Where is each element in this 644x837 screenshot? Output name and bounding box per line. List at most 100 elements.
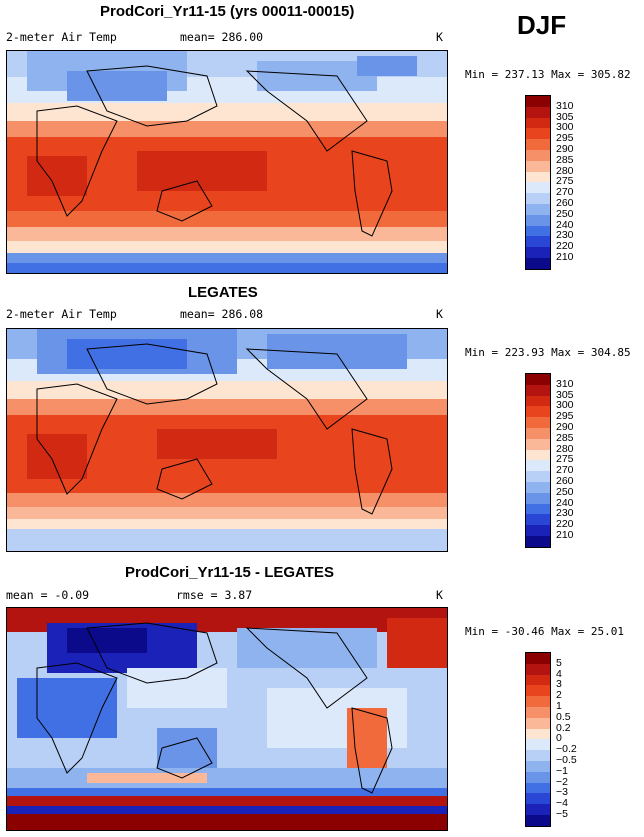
colorbar-tick-label: 270 <box>556 186 574 199</box>
colorbar-tick-label: 230 <box>556 507 574 520</box>
colorbar-tick-label: 210 <box>556 529 574 541</box>
colorbar-cell <box>526 760 550 772</box>
colorbar-cell <box>526 139 550 150</box>
colorbar-tick-label: 230 <box>556 229 574 242</box>
colorbar-cell <box>526 460 550 472</box>
colorbar-tick-label: 240 <box>556 496 574 509</box>
colorbar-tick-label: −0.5 <box>556 754 577 766</box>
colorbar-tick-label: −3 <box>556 786 568 799</box>
panel3-unit-label: K <box>436 588 443 602</box>
colorbar-cell <box>526 406 550 418</box>
panel1-unit-label: K <box>436 30 443 44</box>
colorbar-tick-label: 290 <box>556 143 574 155</box>
colorbar-tick-label: 3 <box>556 678 562 691</box>
colorbar-tick-label: 0.2 <box>556 721 571 734</box>
colorbar-tick-label: 0.5 <box>556 710 571 723</box>
colorbar-tick-label: 220 <box>556 518 574 531</box>
colorbar-cell <box>526 427 550 439</box>
panel2-minmax: Min = 223.93 Max = 304.85 <box>465 346 631 359</box>
colorbar-tick-label: 4 <box>556 667 562 680</box>
colorbar-tick-label: 0 <box>556 732 562 745</box>
colorbar-cell <box>526 535 550 547</box>
colorbar-cell <box>526 374 550 385</box>
colorbar-cell <box>526 525 550 536</box>
colorbar-tick-label: 275 <box>556 453 574 466</box>
colorbar-cell <box>526 149 550 161</box>
colorbar-tick-label: 260 <box>556 475 574 487</box>
colorbar-cell <box>526 214 550 226</box>
colorbar-tick-label: 220 <box>556 240 574 253</box>
colorbar-cell <box>526 395 550 407</box>
colorbar-cell <box>526 257 550 269</box>
colorbar-cell <box>526 171 550 183</box>
colorbar-tick-label: 250 <box>556 485 574 498</box>
colorbar-cell <box>526 674 550 686</box>
colorbar-cell <box>526 804 550 815</box>
colorbar-cell <box>526 771 550 783</box>
colorbar-cell <box>526 193 550 204</box>
colorbar-cell <box>526 384 550 396</box>
panel2-map <box>6 328 448 552</box>
colorbar-cell <box>526 117 550 129</box>
colorbar-tick-label: 280 <box>556 442 574 455</box>
season-label: DJF <box>517 10 567 40</box>
colorbar-cell <box>526 203 550 215</box>
colorbar-cell <box>526 750 550 761</box>
colorbar-cell <box>526 106 550 118</box>
colorbar-tick-label: 300 <box>556 399 574 412</box>
panel3-colorbar <box>525 652 551 827</box>
panel2-variable-label: 2-meter Air Temp <box>6 307 117 321</box>
colorbar-cell <box>526 728 550 740</box>
colorbar-cell <box>526 653 550 664</box>
panel3-map <box>6 607 448 831</box>
colorbar-tick-label: 250 <box>556 207 574 220</box>
colorbar-cell <box>526 247 550 258</box>
colorbar-cell <box>526 663 550 675</box>
colorbar-cell <box>526 696 550 707</box>
colorbar-cell <box>526 793 550 805</box>
panel2-unit-label: K <box>436 307 443 321</box>
panel1-map-svg <box>7 51 447 273</box>
colorbar-cell <box>526 739 550 751</box>
colorbar-cell <box>526 160 550 172</box>
colorbar-tick-label: −4 <box>556 797 568 810</box>
colorbar-tick-label: 290 <box>556 421 574 433</box>
colorbar-cell <box>526 417 550 428</box>
colorbar-cell <box>526 438 550 450</box>
colorbar-cell <box>526 706 550 718</box>
panel1-minmax: Min = 237.13 Max = 305.82 <box>465 68 631 81</box>
colorbar-tick-label: 305 <box>556 388 574 401</box>
panel1-mean-label: mean= 286.00 <box>180 30 264 44</box>
colorbar-cell <box>526 471 550 482</box>
panel1-map <box>6 50 448 274</box>
panel1-colorbar <box>525 95 551 270</box>
colorbar-tick-label: 5 <box>556 656 562 669</box>
colorbar-cell <box>526 514 550 526</box>
colorbar-tick-label: 275 <box>556 175 574 188</box>
colorbar-cell <box>526 481 550 493</box>
panel3-mean-label: mean = -0.09 <box>6 588 90 602</box>
colorbar-cell <box>526 182 550 194</box>
colorbar-cell <box>526 449 550 461</box>
colorbar-cell <box>526 96 550 107</box>
colorbar-tick-label: −2 <box>556 775 568 788</box>
panel3-rmse-label: rmse = 3.87 <box>176 588 253 602</box>
colorbar-cell <box>526 492 550 504</box>
panel3-title: ProdCori_Yr11-15 - LEGATES <box>125 564 334 581</box>
panel2-mean-label: mean= 286.08 <box>180 307 264 321</box>
colorbar-tick-label: 240 <box>556 218 574 231</box>
colorbar-tick-label: 285 <box>556 431 574 444</box>
colorbar-tick-label: −0.2 <box>556 743 577 756</box>
colorbar-cell <box>526 717 550 729</box>
panel1-variable-label: 2-meter Air Temp <box>6 30 117 44</box>
colorbar-tick-label: 295 <box>556 132 574 145</box>
colorbar-tick-label: 210 <box>556 251 574 263</box>
panel1-title: ProdCori_Yr11-15 (yrs 00011-00015) <box>100 3 355 20</box>
panel3-map-svg <box>7 608 447 830</box>
colorbar-cell <box>526 782 550 794</box>
colorbar-cell <box>526 814 550 826</box>
colorbar-tick-label: 300 <box>556 121 574 134</box>
colorbar-tick-label: 285 <box>556 153 574 166</box>
colorbar-cell <box>526 128 550 140</box>
colorbar-tick-label: −1 <box>556 764 568 777</box>
